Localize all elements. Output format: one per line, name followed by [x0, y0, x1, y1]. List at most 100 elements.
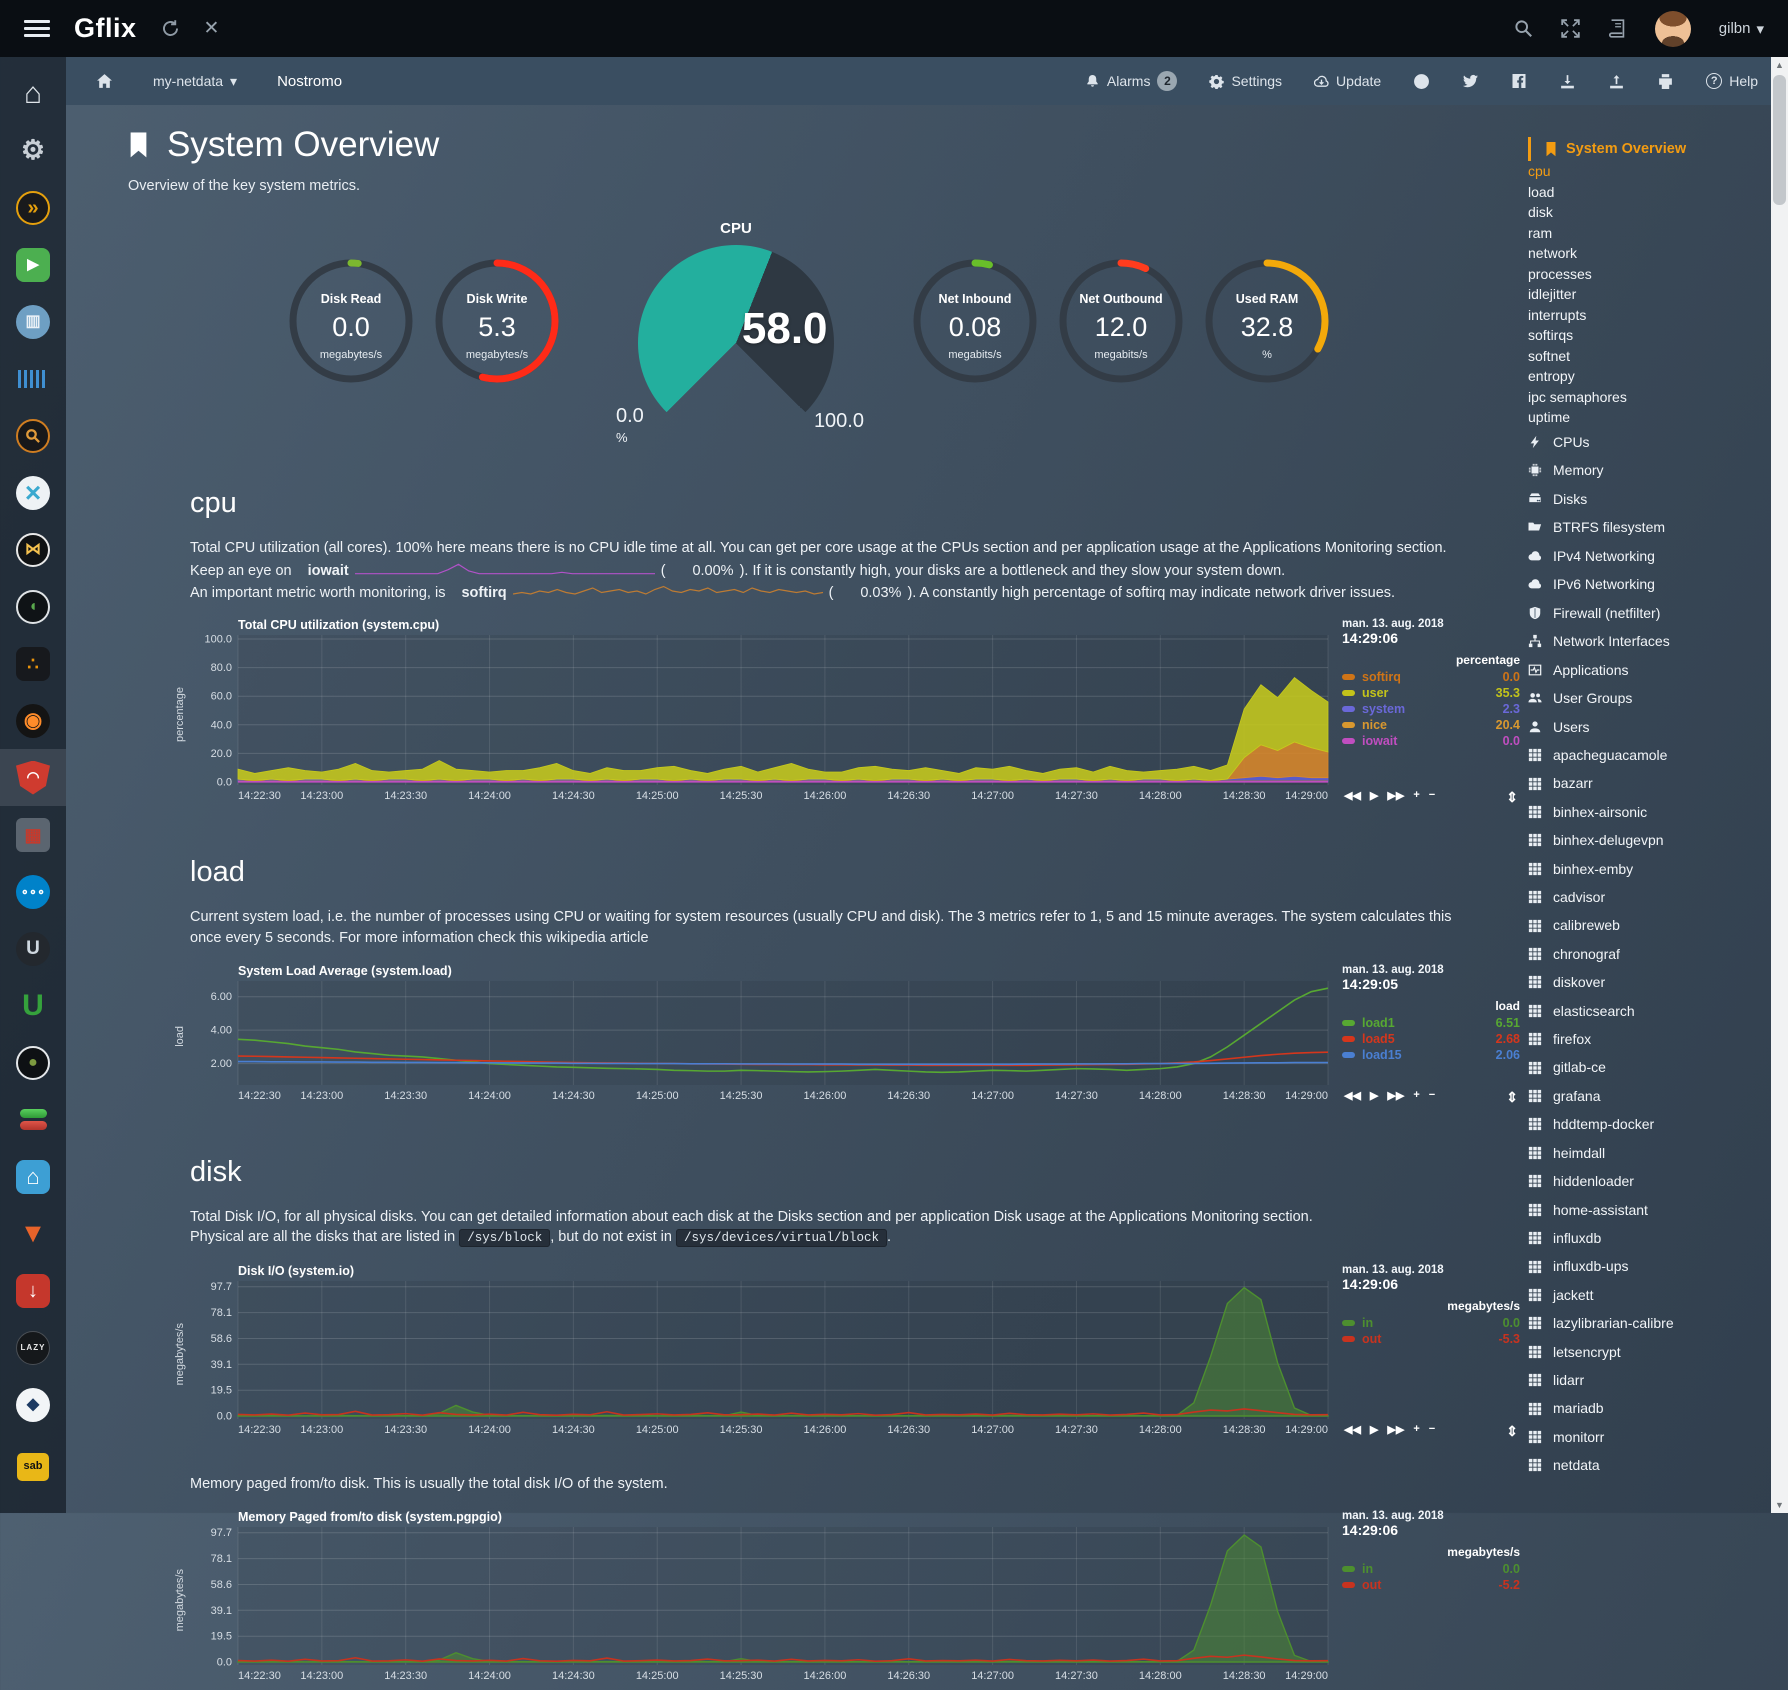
chart-forward-button[interactable]: ▶▶	[1387, 1423, 1405, 1436]
sidebar-section[interactable]: CPUs	[1528, 428, 1788, 457]
chart-forward-button[interactable]: ▶▶	[1387, 1089, 1405, 1102]
sidebar-subitem[interactable]: interrupts	[1528, 306, 1587, 323]
sidebar-app[interactable]: elasticsearch	[1528, 997, 1788, 1025]
chart-zoom-in-button[interactable]: +	[1413, 1088, 1420, 1101]
legend-item[interactable]: user 35.3	[1342, 686, 1520, 700]
print-button[interactable]	[1657, 73, 1674, 90]
sidebar-subitem[interactable]: disk	[1528, 204, 1553, 220]
sidebar-subitem[interactable]: ram	[1528, 224, 1553, 241]
x-app-icon[interactable]: ×	[0, 464, 66, 521]
gauge-disk-read[interactable]: Disk Read 0.0 megabytes/s	[278, 256, 424, 402]
legend-item[interactable]: iowait 0.0	[1342, 734, 1520, 748]
scroll-down-arrow[interactable]: ▼	[1775, 1500, 1784, 1510]
scroll-up-arrow[interactable]: ▲	[1775, 60, 1784, 70]
user-avatar[interactable]	[1654, 10, 1691, 47]
home-icon[interactable]: ⌂	[23, 76, 43, 110]
cubes-app-icon[interactable]: ▦	[0, 806, 66, 863]
sidebar-app[interactable]: binhex-emby	[1528, 855, 1788, 883]
github-link[interactable]	[1413, 73, 1430, 90]
bowtie-app-icon[interactable]: ⋈	[0, 521, 66, 578]
tab-nostromo[interactable]: Nostromo	[277, 72, 343, 90]
chart-play-button[interactable]: ▶	[1369, 1423, 1379, 1436]
sidebar-section[interactable]: BTRFS filesystem	[1528, 513, 1788, 542]
update-button[interactable]: Update	[1314, 73, 1381, 89]
legend-item[interactable]: load5 2.68	[1342, 1032, 1520, 1046]
load-chart[interactable]: 2.00 4.00 6.00 14:22:30 14:23:00 14:23:30 14:2…	[190, 980, 1334, 1110]
sidebar-app[interactable]: influxdb	[1528, 1224, 1788, 1252]
sidebar-subitem[interactable]: softirqs	[1528, 327, 1574, 343]
chart-zoom-in-button[interactable]: +	[1413, 789, 1420, 802]
sidebar-app[interactable]: bazarr	[1528, 769, 1788, 797]
chart-zoom-out-button[interactable]: −	[1428, 1088, 1436, 1101]
sidebar-section[interactable]: Applications	[1528, 656, 1788, 685]
sidebar-app[interactable]: letsencrypt	[1528, 1338, 1788, 1366]
chart-play-button[interactable]: ▶	[1369, 1089, 1379, 1102]
disc-app-icon[interactable]: ●	[0, 1034, 66, 1091]
grafana-icon[interactable]: ◉	[0, 692, 66, 749]
legend-item[interactable]: nice 20.4	[1342, 718, 1520, 732]
guacamole-icon[interactable]: ▥	[0, 293, 66, 350]
sidebar-app[interactable]: monitorr	[1528, 1423, 1788, 1451]
sidebar-subitem[interactable]: ipc semaphores	[1528, 388, 1627, 405]
sidebar-subitem[interactable]: load	[1528, 183, 1555, 200]
legend-item[interactable]: load1 6.51	[1342, 1016, 1520, 1030]
gauge-cpu[interactable]: CPU 58.0 0.0% 100.0	[616, 220, 864, 445]
scrollbar-track[interactable]: ▲ ▼	[1771, 57, 1788, 1513]
home-assistant-icon[interactable]: ⌂	[0, 1148, 66, 1205]
sidebar-app[interactable]: apacheguacamole	[1528, 741, 1788, 769]
gauge-net-outbound[interactable]: Net Outbound 12.0 megabits/s	[1048, 256, 1194, 402]
ubiquiti-icon[interactable]: U	[0, 920, 66, 977]
refresh-button[interactable]	[161, 19, 180, 38]
gitlab-icon[interactable]: ▼	[19, 1218, 47, 1248]
sidebar-app[interactable]: jackett	[1528, 1281, 1788, 1309]
chart-rewind-button[interactable]: ◀◀	[1344, 790, 1361, 803]
sidebar-app[interactable]: influxdb-ups	[1528, 1252, 1788, 1280]
sidebar-app[interactable]: lazylibrarian-calibre	[1528, 1309, 1788, 1337]
gear-icon[interactable]: ⚙	[20, 135, 46, 165]
sidebar-subitem[interactable]: cpu	[1528, 163, 1551, 179]
lazylibrarian-icon[interactable]: LAZY	[0, 1319, 66, 1376]
facebook-link[interactable]	[1511, 73, 1527, 89]
sidebar-app[interactable]: binhex-delugevpn	[1528, 826, 1788, 854]
sidebar-section[interactable]: Disks	[1528, 485, 1788, 514]
sidebar-app[interactable]: mariadb	[1528, 1394, 1788, 1422]
sidebar-app[interactable]: hiddenloader	[1528, 1167, 1788, 1195]
legend-item[interactable]: out -5.2	[1342, 1578, 1520, 1592]
sidebar-app[interactable]: heimdall	[1528, 1139, 1788, 1167]
sidebar-app[interactable]: cadvisor	[1528, 883, 1788, 911]
legend-item[interactable]: in 0.0	[1342, 1316, 1520, 1330]
sidebar-subitem[interactable]: processes	[1528, 265, 1592, 282]
gauge-used-ram[interactable]: Used RAM 32.8%	[1194, 256, 1340, 402]
legend-item[interactable]: out -5.3	[1342, 1332, 1520, 1346]
sidebar-section[interactable]: Firewall (netfilter)	[1528, 599, 1788, 628]
emby-icon[interactable]: ▶	[0, 236, 66, 293]
nd-home-button[interactable]	[96, 73, 113, 90]
legend-item[interactable]: softirq 0.0	[1342, 670, 1520, 684]
gauge-net-inbound[interactable]: Net Inbound 0.08 megabits/s	[902, 256, 1048, 402]
nextcloud-icon[interactable]: ∘∘∘	[0, 863, 66, 920]
sidebar-app[interactable]: chronograf	[1528, 940, 1788, 968]
chart-play-button[interactable]: ▶	[1369, 790, 1379, 803]
sidebar-app[interactable]: netdata	[1528, 1451, 1788, 1479]
alarms-button[interactable]: Alarms 2	[1085, 71, 1178, 91]
chart-resize-handle[interactable]: ⇕	[1506, 1088, 1518, 1105]
close-button[interactable]: ✕	[203, 18, 220, 39]
sidebar-app[interactable]: diskover	[1528, 968, 1788, 996]
legend-item[interactable]: load15 2.06	[1342, 1048, 1520, 1062]
swirl-app-icon[interactable]: ◖	[0, 578, 66, 635]
hamburger-menu-button[interactable]	[24, 16, 50, 41]
disk-io-chart[interactable]: 0.0 19.5 39.1 58.6 78.1 97.7 14:22:30 14:23:00 1…	[190, 1280, 1334, 1444]
jackett-icon[interactable]: ⚲	[0, 407, 66, 464]
sidebar-app[interactable]: firefox	[1528, 1025, 1788, 1053]
chart-rewind-button[interactable]: ◀◀	[1344, 1423, 1361, 1436]
chart-resize-handle[interactable]: ⇕	[1506, 789, 1518, 806]
sidebar-app[interactable]: grafana	[1528, 1082, 1788, 1110]
plex-icon[interactable]: »	[0, 179, 66, 236]
sidebar-app[interactable]: binhex-airsonic	[1528, 798, 1788, 826]
sidebar-app[interactable]: gitlab-ce	[1528, 1053, 1788, 1081]
server-dropdown[interactable]: my-netdata ▾	[153, 72, 238, 90]
sidebar-subitem[interactable]: entropy	[1528, 368, 1575, 384]
chart-rewind-button[interactable]: ◀◀	[1344, 1089, 1361, 1102]
chart-zoom-out-button[interactable]: −	[1428, 1422, 1436, 1435]
drop-app-icon[interactable]: ◆	[0, 1376, 66, 1433]
